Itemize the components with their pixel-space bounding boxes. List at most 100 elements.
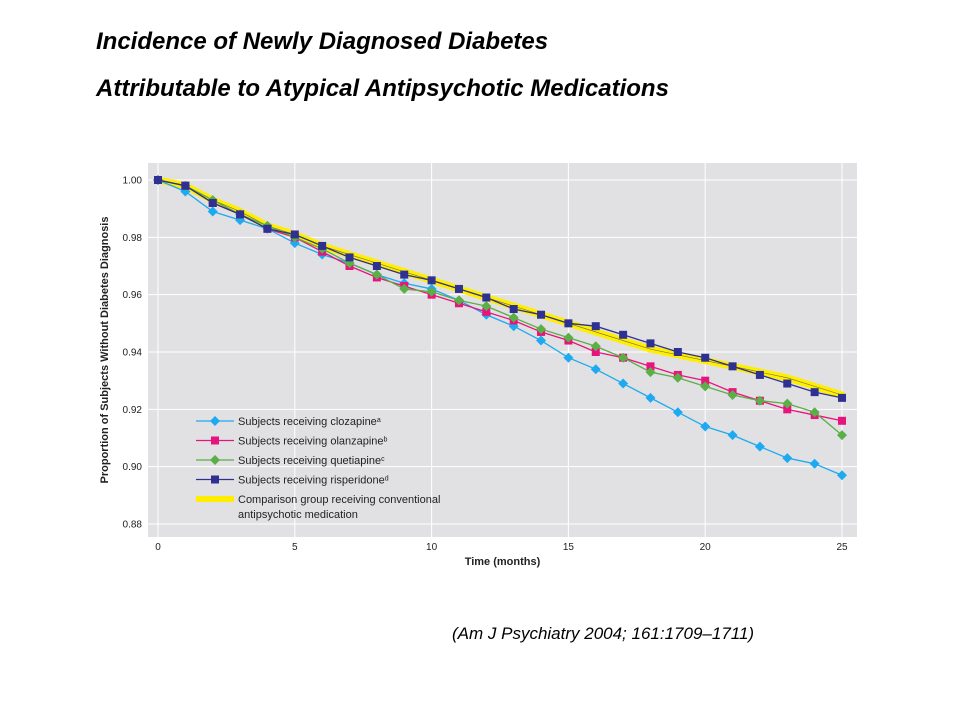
data-point: [426, 286, 437, 297]
data-point: [564, 319, 573, 328]
citation: (Am J Psychiatry 2004; 161:1709–1711): [452, 624, 755, 643]
legend-footnote-mark: d: [385, 475, 389, 482]
data-point: [345, 253, 354, 262]
data-point: [701, 376, 710, 385]
legend-footnote-mark: c: [381, 456, 385, 463]
data-point: [263, 224, 272, 233]
legend-label: Comparison group receiving conventional: [238, 494, 440, 506]
data-point: [618, 352, 629, 363]
slide-title-line-2: Attributable to Atypical Antipsychotic M…: [96, 75, 669, 102]
data-point: [700, 381, 711, 392]
y-tick-label: 0.94: [123, 348, 143, 359]
y-tick-label: 0.92: [123, 405, 143, 416]
data-point: [838, 416, 846, 425]
legend-footnote-mark: a: [377, 417, 381, 424]
data-point: [782, 398, 793, 409]
data-point: [672, 372, 683, 383]
legend-label: Subjects receiving clozapinea: [238, 416, 381, 428]
data-point: [754, 441, 765, 452]
y-axis-title: Proportion of Subjects Without Diabetes …: [99, 217, 111, 484]
data-point: [591, 322, 600, 331]
series-line: [157, 179, 843, 436]
data-point: [646, 339, 655, 348]
survival-chart: 0.88 0.90 0.92 0.94 0.96 0.98 1.00 0 5 10 15 20 25 T…: [99, 163, 857, 568]
data-point: [809, 407, 820, 418]
data-point: [290, 230, 299, 239]
slide-title-line-1: Incidence of Newly Diagnosed Diabetes: [96, 28, 549, 55]
data-point: [181, 181, 190, 190]
data-point: [618, 378, 629, 389]
data-point: [727, 430, 738, 441]
data-point: [481, 301, 492, 312]
legend-marker: [210, 416, 220, 426]
data-point: [154, 176, 162, 184]
data-point: [318, 241, 327, 250]
legend-item-subjects-receiving-risperidone: Subjects receiving risperidoned: [196, 475, 389, 487]
data-point: [536, 324, 547, 335]
data-point: [236, 210, 245, 219]
data-point: [371, 269, 382, 280]
series-line: [157, 179, 843, 476]
data-point: [399, 283, 410, 294]
data-point: [590, 341, 601, 352]
data-point: [591, 348, 600, 356]
data-point: [645, 367, 656, 378]
data-point: [400, 270, 409, 279]
legend-marker: [210, 455, 220, 465]
x-tick-label: 10: [426, 542, 438, 553]
data-point: [837, 430, 847, 441]
legend-label: Subjects receiving risperidoned: [238, 475, 389, 487]
data-point: [563, 332, 574, 343]
x-axis-title: Time (months): [465, 556, 541, 568]
data-point: [727, 390, 738, 400]
data-point: [646, 362, 655, 371]
data-point: [783, 379, 792, 388]
data-point: [837, 470, 847, 481]
data-point: [453, 295, 464, 306]
legend-item-subjects-receiving-quetiapine: Subjects receiving quetiapinec: [196, 455, 385, 467]
x-tick-label: 5: [292, 542, 298, 553]
data-point: [810, 388, 819, 397]
x-tick-label: 15: [563, 542, 575, 553]
x-tick-label: 0: [155, 542, 161, 553]
axis-ticks: 0.88 0.90 0.92 0.94 0.96 0.98 1.00 0 5 10 15 20 25: [123, 176, 848, 554]
series-lines: [153, 175, 847, 481]
data-point: [207, 206, 218, 217]
data-point: [590, 364, 601, 375]
data-point: [427, 276, 436, 285]
data-point: [208, 198, 217, 207]
legend-item-comparison-group-receiving-conventional-antipsychotic-medication: Comparison group receiving conventional a…: [196, 494, 440, 521]
data-point: [728, 362, 737, 371]
data-point: [783, 405, 792, 414]
data-point: [537, 310, 546, 319]
legend-label: antipsychotic medication: [238, 509, 358, 521]
legend-footnote-mark: b: [384, 436, 388, 443]
data-point: [509, 305, 518, 313]
y-tick-label: 0.98: [123, 233, 143, 244]
legend-marker: [211, 436, 219, 445]
data-point: [700, 421, 711, 432]
data-point: [536, 335, 547, 346]
data-point: [563, 352, 574, 363]
data-point: [673, 348, 682, 356]
legend-marker: [211, 475, 219, 484]
series-line: [157, 179, 843, 399]
legend-item-subjects-receiving-olanzapine: Subjects receiving olanzapineb: [196, 436, 388, 448]
y-tick-label: 0.96: [123, 290, 143, 301]
y-tick-label: 1.00: [123, 176, 143, 187]
data-point: [645, 392, 656, 403]
data-point: [809, 458, 820, 469]
data-point: [454, 284, 463, 293]
y-tick-label: 0.90: [123, 462, 143, 473]
series-subjects-receiving-risperidone: [154, 176, 846, 402]
chart-legend: Subjects receiving clozapinea Subjects re…: [196, 416, 440, 521]
data-point: [701, 353, 710, 362]
data-point: [482, 307, 491, 316]
data-point: [782, 453, 793, 464]
data-point: [672, 407, 683, 418]
data-point: [508, 312, 519, 323]
data-point: [838, 393, 846, 402]
x-tick-label: 25: [836, 542, 848, 553]
grid-lines: [148, 163, 857, 537]
legend-label: Subjects receiving quetiapinec: [238, 455, 385, 467]
